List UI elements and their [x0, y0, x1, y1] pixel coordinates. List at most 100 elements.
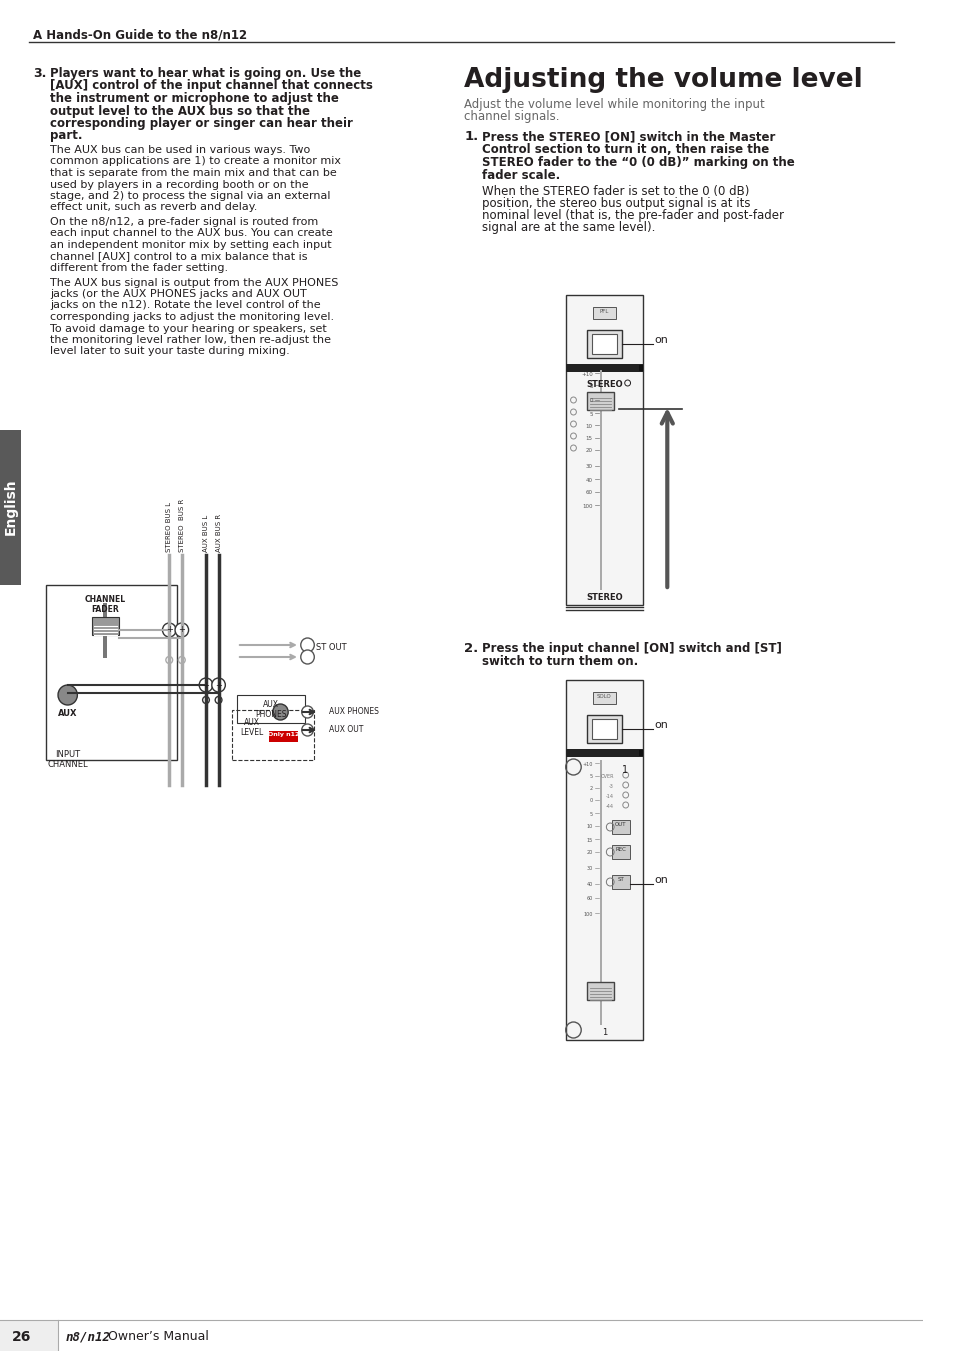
- Text: +: +: [202, 681, 210, 689]
- Text: on: on: [654, 875, 668, 885]
- Text: -44: -44: [605, 804, 614, 808]
- Text: 5: 5: [589, 812, 592, 816]
- Text: 30: 30: [586, 866, 592, 871]
- Text: nominal level (that is, the pre-fader and post-fader: nominal level (that is, the pre-fader an…: [481, 209, 782, 222]
- Text: AUX PHONES: AUX PHONES: [329, 707, 378, 716]
- Text: 20: 20: [586, 851, 592, 855]
- Text: on: on: [654, 335, 668, 345]
- Text: 15: 15: [586, 838, 592, 843]
- Text: 1: 1: [601, 1028, 606, 1038]
- Text: Only n12: Only n12: [268, 732, 298, 738]
- Text: To avoid damage to your hearing or speakers, set: To avoid damage to your hearing or speak…: [51, 323, 327, 334]
- Text: 15: 15: [585, 436, 592, 442]
- Text: AUX OUT: AUX OUT: [329, 724, 363, 734]
- Bar: [103, 603, 108, 658]
- Text: 100: 100: [581, 504, 592, 508]
- Text: STEREO: STEREO: [585, 593, 622, 603]
- Text: Players want to hear what is going on. Use the: Players want to hear what is going on. U…: [51, 68, 361, 80]
- Text: used by players in a recording booth or on the: used by players in a recording booth or …: [51, 180, 309, 189]
- Text: Control section to turn it on, then raise the: Control section to turn it on, then rais…: [481, 143, 768, 155]
- Bar: [0, 430, 21, 585]
- Text: 5: 5: [589, 774, 592, 780]
- Text: -3: -3: [609, 784, 614, 789]
- Circle shape: [215, 697, 222, 704]
- Text: part.: part.: [51, 130, 83, 142]
- Bar: [599, 761, 601, 1025]
- Text: -14: -14: [605, 793, 614, 798]
- Text: switch to turn them on.: switch to turn them on.: [481, 655, 638, 667]
- Text: 60: 60: [585, 490, 592, 496]
- Text: The AUX bus signal is output from the AUX PHONES: The AUX bus signal is output from the AU…: [51, 277, 338, 288]
- Text: STEREO fader to the “0 (0 dB)” marking on the: STEREO fader to the “0 (0 dB)” marking o…: [481, 155, 794, 169]
- Bar: [586, 982, 614, 1000]
- Text: an independent monitor mix by setting each input: an independent monitor mix by setting ea…: [51, 240, 332, 250]
- Bar: [592, 692, 616, 704]
- Bar: [232, 711, 314, 761]
- Bar: [91, 617, 119, 635]
- Text: 0: 0: [589, 399, 592, 404]
- Text: AUX
PHONES: AUX PHONES: [254, 700, 286, 719]
- Circle shape: [202, 697, 209, 704]
- Text: CHANNEL
FADER: CHANNEL FADER: [85, 594, 126, 615]
- Text: AUX BUS L: AUX BUS L: [203, 515, 209, 553]
- Text: ST: ST: [617, 877, 623, 882]
- Text: 1.: 1.: [464, 130, 478, 143]
- Text: STEREO BUS L: STEREO BUS L: [166, 501, 172, 553]
- Circle shape: [174, 623, 189, 638]
- Text: corresponding jacks to adjust the monitoring level.: corresponding jacks to adjust the monito…: [51, 312, 335, 322]
- Bar: [565, 748, 642, 757]
- Text: channel [AUX] control to a mix balance that is: channel [AUX] control to a mix balance t…: [51, 251, 308, 262]
- Text: channel signals.: channel signals.: [464, 109, 559, 123]
- Text: 10: 10: [586, 824, 592, 830]
- Text: On the n8/n12, a pre-fader signal is routed from: On the n8/n12, a pre-fader signal is rou…: [51, 218, 318, 227]
- Text: 3.: 3.: [32, 68, 46, 80]
- Bar: [565, 680, 642, 1040]
- Bar: [586, 330, 621, 358]
- Text: 60: 60: [586, 897, 592, 901]
- Text: [AUX] control of the input channel that connects: [AUX] control of the input channel that …: [51, 80, 373, 92]
- Text: Press the input channel [ON] switch and [ST]: Press the input channel [ON] switch and …: [481, 642, 781, 655]
- Text: 40: 40: [586, 882, 592, 888]
- Text: each input channel to the AUX bus. You can create: each input channel to the AUX bus. You c…: [51, 228, 333, 239]
- Text: +10: +10: [582, 762, 592, 766]
- Text: ST OUT: ST OUT: [315, 643, 347, 653]
- Text: Adjusting the volume level: Adjusting the volume level: [464, 68, 862, 93]
- Bar: [565, 363, 642, 372]
- Text: Adjust the volume level while monitoring the input: Adjust the volume level while monitoring…: [464, 99, 764, 111]
- Text: OUT: OUT: [615, 821, 626, 827]
- Bar: [612, 820, 629, 834]
- Text: signal are at the same level).: signal are at the same level).: [481, 222, 655, 234]
- Text: +: +: [178, 626, 185, 635]
- Text: 2.: 2.: [464, 642, 478, 655]
- Text: 1: 1: [621, 765, 627, 775]
- Text: 10: 10: [585, 423, 592, 428]
- Circle shape: [166, 657, 172, 663]
- Text: common applications are 1) to create a monitor mix: common applications are 1) to create a m…: [51, 157, 341, 166]
- Text: REC: REC: [615, 847, 626, 852]
- Text: A Hands-On Guide to the n8/n12: A Hands-On Guide to the n8/n12: [32, 28, 247, 41]
- Bar: [599, 370, 601, 590]
- Text: +: +: [214, 681, 222, 689]
- Bar: [586, 392, 614, 409]
- Text: 5: 5: [589, 412, 592, 416]
- Text: +: +: [166, 626, 172, 635]
- Text: level later to suit your taste during mixing.: level later to suit your taste during mi…: [51, 346, 290, 357]
- Text: 20: 20: [585, 449, 592, 454]
- Text: PFL: PFL: [599, 309, 608, 313]
- Bar: [586, 715, 621, 743]
- Text: on: on: [654, 720, 668, 730]
- Text: jacks (or the AUX PHONES jacks and AUX OUT: jacks (or the AUX PHONES jacks and AUX O…: [51, 289, 307, 299]
- Text: 26: 26: [11, 1329, 30, 1344]
- Text: n8/n12: n8/n12: [66, 1329, 111, 1343]
- Circle shape: [58, 685, 77, 705]
- Text: English: English: [4, 478, 17, 535]
- Bar: [612, 875, 629, 889]
- Text: fader scale.: fader scale.: [481, 169, 559, 182]
- Text: 100: 100: [583, 912, 592, 916]
- Text: stage, and 2) to process the signal via an external: stage, and 2) to process the signal via …: [51, 190, 331, 201]
- Circle shape: [178, 657, 185, 663]
- Text: different from the fader setting.: different from the fader setting.: [51, 263, 228, 273]
- Circle shape: [162, 623, 175, 638]
- Bar: [612, 844, 629, 859]
- Text: 2: 2: [589, 786, 592, 792]
